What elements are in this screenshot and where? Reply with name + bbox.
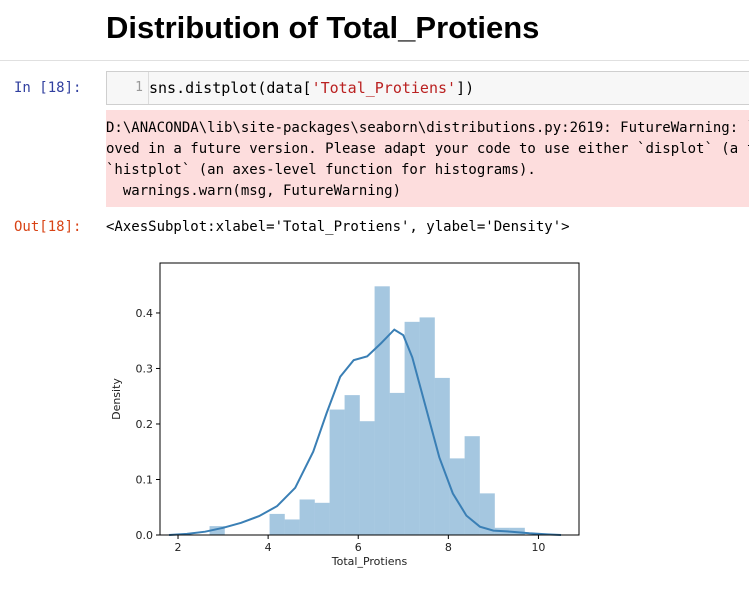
histogram-bar xyxy=(419,317,435,535)
x-tick-label: 6 xyxy=(355,541,362,554)
histogram-bar xyxy=(434,377,450,535)
code-cell[interactable]: 1 sns.distplot(data['Total_Protiens']) xyxy=(106,71,749,105)
stderr-output: D:\ANACONDA\lib\site-packages\seaborn\di… xyxy=(106,110,749,207)
x-axis-label: Total_Protiens xyxy=(331,555,408,568)
x-tick-label: 4 xyxy=(265,541,272,554)
input-prompt: In [18]: xyxy=(14,80,82,96)
y-tick-label: 0.3 xyxy=(136,362,154,375)
stderr-line: `histplot` (an axes-level function for h… xyxy=(106,162,536,178)
divider xyxy=(0,60,749,61)
x-tick-label: 10 xyxy=(531,541,545,554)
histogram-bar xyxy=(449,458,465,535)
histogram-bar xyxy=(209,526,225,535)
histogram-bar xyxy=(479,493,495,535)
y-axis-label: Density xyxy=(110,378,123,420)
kde-line xyxy=(168,328,562,536)
histogram-bar xyxy=(299,499,315,535)
stderr-line: oved in a future version. Please adapt y… xyxy=(106,141,749,157)
axes-frame xyxy=(159,262,580,536)
histogram-bar xyxy=(329,409,345,535)
line-number: 1 xyxy=(107,72,149,104)
histogram-bar xyxy=(404,321,420,535)
y-tick-label: 0.1 xyxy=(136,473,154,486)
code-line[interactable]: sns.distplot(data['Total_Protiens']) xyxy=(149,72,474,104)
code-close: ]) xyxy=(456,79,475,97)
code-call: sns.distplot(data[ xyxy=(149,79,312,97)
histogram-bar xyxy=(314,502,330,535)
x-tick-label: 8 xyxy=(445,541,452,554)
histogram-bar xyxy=(389,392,405,535)
stderr-line: D:\ANACONDA\lib\site-packages\seaborn\di… xyxy=(106,120,749,136)
x-tick-label: 2 xyxy=(175,541,182,554)
histogram-bar xyxy=(464,436,480,535)
section-heading: Distribution of Total_Protiens xyxy=(106,10,540,45)
histogram-bar xyxy=(344,395,360,535)
histogram-bar xyxy=(284,519,300,535)
stderr-text: D:\ANACONDA\lib\site-packages\seaborn\di… xyxy=(106,110,749,202)
y-tick-label: 0.4 xyxy=(136,307,154,320)
y-tick-label: 0.2 xyxy=(136,418,154,431)
histogram-bar xyxy=(374,286,390,535)
output-prompt: Out[18]: xyxy=(14,219,82,235)
distplot-chart: 2 4 6 8 10 0.0 0.1 0.2 0.3 0.4 Total_Protiens Densi… xyxy=(110,262,580,568)
histogram-bar xyxy=(269,513,285,535)
code-string: 'Total_Protiens' xyxy=(311,79,457,97)
stderr-line: warnings.warn(msg, FutureWarning) xyxy=(106,183,402,199)
y-tick-label: 0.0 xyxy=(136,529,154,542)
histogram-bar xyxy=(359,421,375,535)
output-repr: <AxesSubplot:xlabel='Total_Protiens', yl… xyxy=(106,219,570,235)
